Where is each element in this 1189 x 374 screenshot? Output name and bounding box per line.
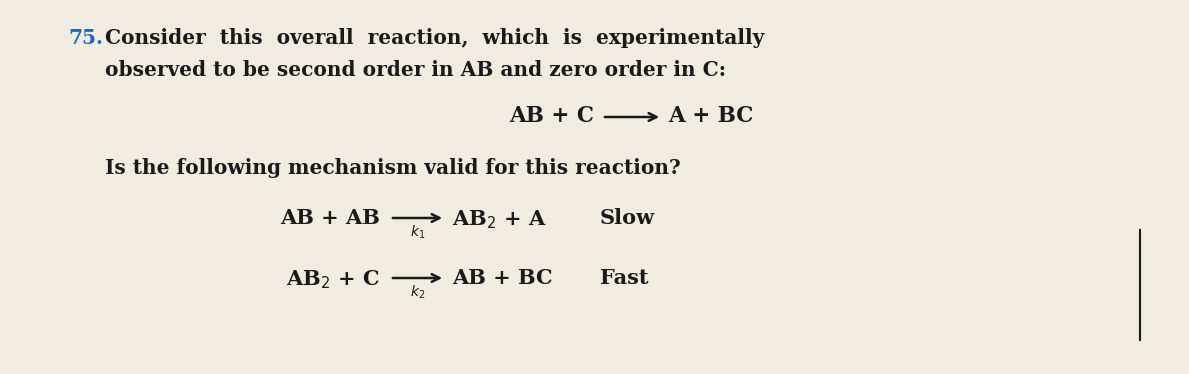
Text: $k_2$: $k_2$: [410, 284, 426, 301]
Text: Is the following mechanism valid for this reaction?: Is the following mechanism valid for thi…: [105, 158, 680, 178]
Text: AB + C: AB + C: [509, 105, 594, 127]
Text: A + BC: A + BC: [668, 105, 754, 127]
Text: AB$_2$ + A: AB$_2$ + A: [452, 208, 547, 231]
Text: 75.: 75.: [68, 28, 103, 48]
Text: Consider  this  overall  reaction,  which  is  experimentally: Consider this overall reaction, which is…: [105, 28, 765, 48]
Text: Fast: Fast: [600, 268, 648, 288]
Text: $k_1$: $k_1$: [410, 224, 426, 241]
Text: Slow: Slow: [600, 208, 655, 228]
Text: AB + AB: AB + AB: [281, 208, 380, 228]
Text: AB + BC: AB + BC: [452, 268, 553, 288]
Text: AB$_2$ + C: AB$_2$ + C: [287, 268, 380, 291]
Text: observed to be second order in AB and zero order in C:: observed to be second order in AB and ze…: [105, 60, 726, 80]
